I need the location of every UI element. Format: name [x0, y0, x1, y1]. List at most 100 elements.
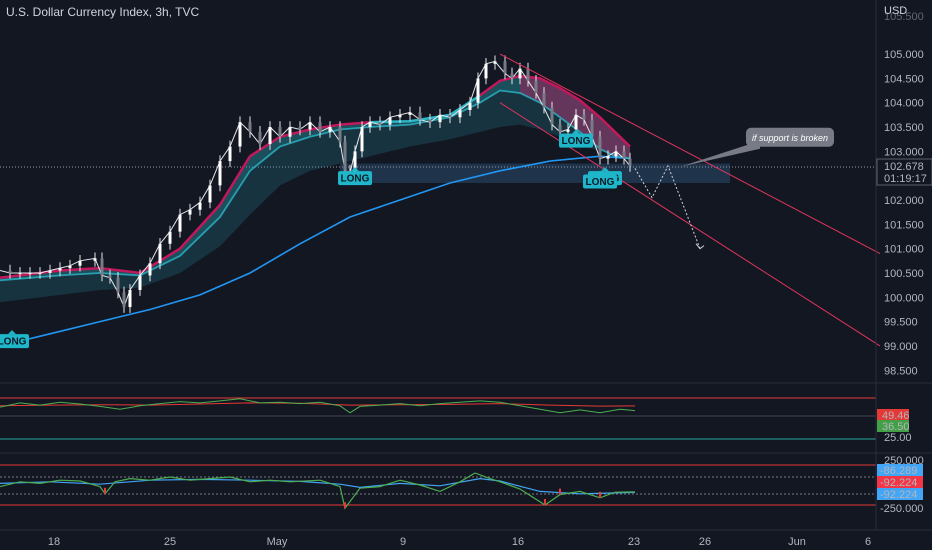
candle-body	[308, 122, 312, 130]
price-axis: 105.500 105.000 104.500 104.000 103.500 103.0…	[875, 0, 932, 530]
osc-signal-line	[0, 477, 636, 495]
rsi-signal-line	[0, 402, 636, 407]
candle-body	[198, 202, 202, 210]
candle-body	[218, 161, 222, 186]
candle-body	[622, 151, 626, 159]
time-tick-label: 6	[865, 536, 871, 548]
candle-body	[58, 268, 62, 271]
candle-body	[48, 270, 52, 273]
long-tag-pointer	[596, 170, 604, 175]
rsi-tick-label: 25.00	[884, 432, 912, 444]
time-tick-label: 9	[400, 536, 406, 548]
candle-body	[178, 214, 182, 232]
candle-body	[378, 122, 382, 125]
ema-line	[0, 155, 631, 347]
candle-body	[518, 68, 522, 79]
candle-body	[318, 122, 322, 132]
candle-body	[590, 119, 594, 137]
candle-body	[28, 272, 32, 274]
ribbon-fill-lower	[0, 90, 630, 303]
time-tick-label: 23	[628, 536, 640, 548]
candle-body	[408, 112, 412, 115]
price-tick-label: 100.000	[884, 292, 924, 304]
candle-body	[628, 158, 632, 166]
candle-body	[38, 272, 42, 274]
candle-body	[484, 63, 488, 79]
candle-body	[248, 122, 252, 132]
rsi-value-label: 49.46	[882, 410, 910, 422]
candle-body	[122, 292, 126, 308]
projection-path	[634, 164, 701, 249]
support-zone	[340, 163, 730, 183]
osc-value-tag	[877, 464, 923, 476]
candle-body	[68, 265, 72, 269]
price-tick-label: 104.500	[884, 73, 924, 85]
long-tag-text: LONG	[562, 136, 591, 147]
callout-pointer	[680, 140, 760, 167]
callout-text: if support is broken	[752, 133, 828, 143]
time-tick-label: 26	[699, 536, 711, 548]
rsi-line	[0, 398, 636, 414]
price-tick-label: 99.000	[884, 341, 918, 353]
candle-body	[493, 61, 497, 64]
osc-value-tag	[877, 476, 923, 488]
candle-body	[158, 243, 162, 264]
candle-body	[258, 131, 262, 145]
candle-body	[268, 127, 272, 145]
ribbon-fill-upper	[0, 75, 630, 281]
candle-body	[278, 127, 282, 137]
price-tick-label: 105.500	[884, 11, 924, 23]
long-tag-pointer	[8, 330, 16, 335]
candle-body	[418, 112, 422, 120]
time-axis: 18 25 May 9 16 23 26 Jun 6	[0, 529, 932, 548]
price-tick-label: 98.500	[884, 365, 918, 377]
price-tick-label: 105.000	[884, 49, 924, 61]
time-tick-label: 16	[512, 536, 524, 548]
long-tag-text: LONG	[586, 177, 615, 188]
candle-body	[368, 122, 372, 128]
price-tick-label: 99.500	[884, 317, 918, 329]
candle-body	[582, 114, 586, 120]
candle-body	[534, 80, 538, 93]
candle-body	[388, 117, 392, 125]
long-tag-text: LONG	[341, 174, 370, 185]
osc-value-label: -86.289	[880, 465, 917, 477]
osc-tick-label: -250.000	[880, 503, 923, 515]
long-tag	[559, 133, 593, 148]
long-tag	[338, 171, 372, 186]
candle-body	[238, 122, 242, 147]
rsi-value-label: 36.50	[882, 421, 910, 433]
candle-body	[228, 146, 232, 162]
price-pane: if support is brokenLONGLONGLONGLONGLONG	[0, 53, 932, 454]
price-tick-label: 100.500	[884, 268, 924, 280]
currency-label: USD	[884, 5, 908, 17]
candle-body	[188, 209, 192, 215]
candle-body	[168, 231, 172, 244]
candle-body	[566, 129, 570, 132]
candle-body	[598, 136, 602, 159]
candle-body	[550, 107, 554, 125]
long-tag	[583, 174, 617, 189]
rsi-value-tag	[877, 409, 909, 421]
candle-body	[288, 127, 292, 137]
candle-body	[428, 119, 432, 123]
candle-body	[468, 102, 472, 110]
current-price-tag	[876, 158, 932, 186]
candle-body	[18, 272, 22, 274]
time-tick-label: May	[267, 536, 288, 548]
candle-body	[476, 78, 480, 103]
oscillator-pane	[0, 464, 876, 510]
long-tag-text: LONG	[0, 337, 27, 348]
candle-body	[510, 73, 514, 79]
candle-body	[398, 114, 402, 118]
current-price-value: 102.678	[884, 161, 924, 173]
time-tick-label: 25	[164, 536, 176, 548]
candle-body	[148, 263, 152, 276]
projection-arrow-head	[695, 243, 705, 250]
candle-body	[614, 151, 618, 157]
candle-body	[208, 185, 212, 203]
price-tick-label: 103.000	[884, 146, 924, 158]
candle-body	[8, 270, 12, 273]
candle-body	[138, 275, 142, 290]
